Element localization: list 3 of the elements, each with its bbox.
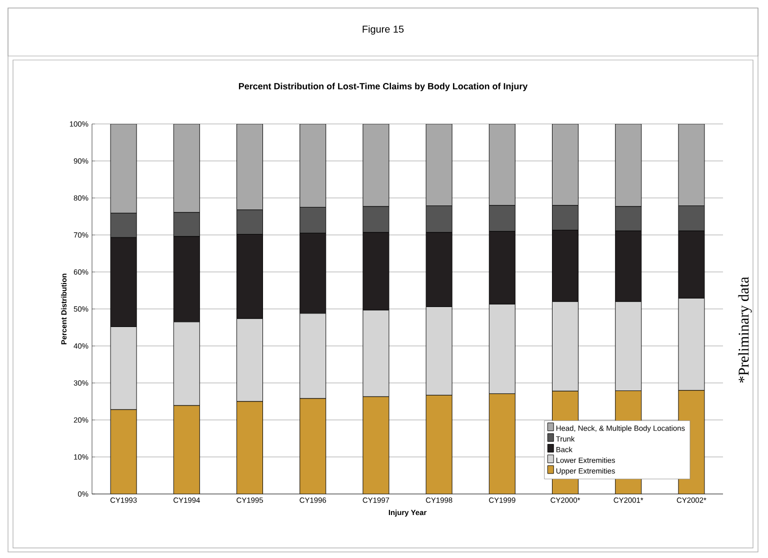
chart-subtitle: Percent Distribution of Lost-Time Claims by Body Location of Injury xyxy=(238,82,528,92)
chart-title: Figure 15 xyxy=(362,25,404,35)
text: *Preliminary data xyxy=(738,276,752,383)
